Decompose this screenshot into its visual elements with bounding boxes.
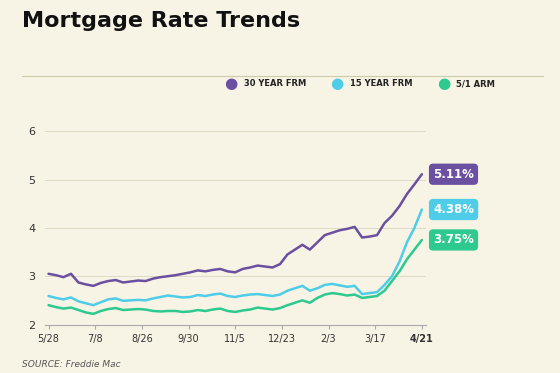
Text: ●: ● bbox=[437, 76, 450, 91]
Text: 30 YEAR FRM: 30 YEAR FRM bbox=[244, 79, 306, 88]
Text: 5.11%: 5.11% bbox=[433, 168, 474, 181]
Text: 15 YEAR FRM: 15 YEAR FRM bbox=[350, 79, 413, 88]
Text: SOURCE: Freddie Mac: SOURCE: Freddie Mac bbox=[22, 360, 121, 369]
Text: 5/1 ARM: 5/1 ARM bbox=[456, 79, 495, 88]
Text: ●: ● bbox=[330, 76, 344, 91]
Text: ●: ● bbox=[224, 76, 237, 91]
Text: 4.38%: 4.38% bbox=[433, 203, 474, 216]
Text: 3.75%: 3.75% bbox=[433, 233, 474, 247]
Text: Mortgage Rate Trends: Mortgage Rate Trends bbox=[22, 11, 301, 31]
